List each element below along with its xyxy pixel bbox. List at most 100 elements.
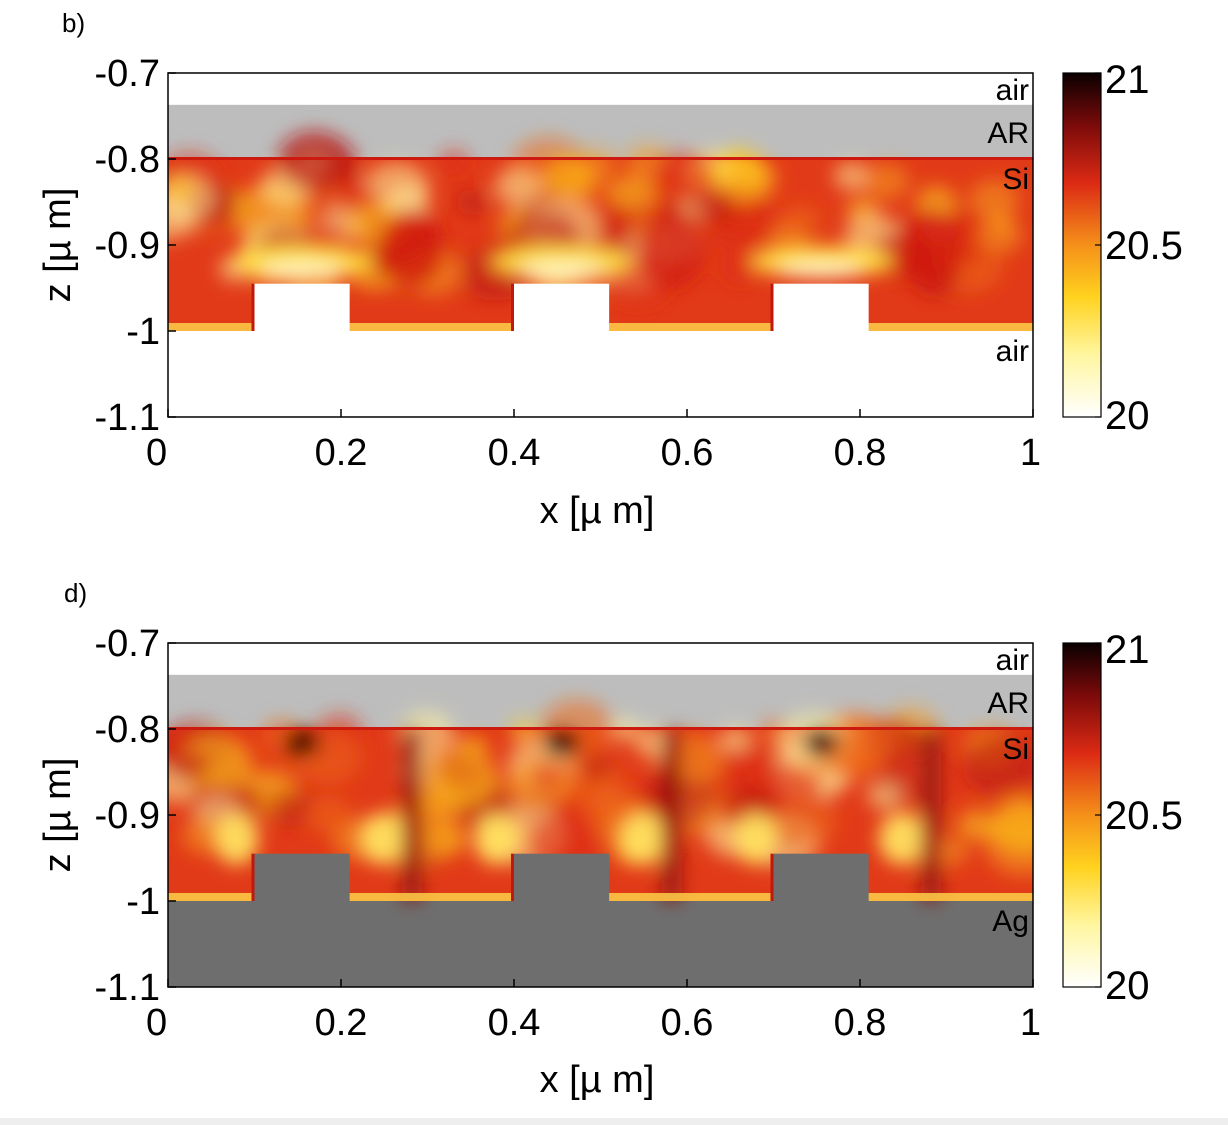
region-air-fill [168, 331, 1033, 417]
field-blob [990, 799, 1033, 854]
field-blob [314, 185, 344, 209]
si-top-edge [168, 157, 1033, 160]
grating-tooth-edge [770, 853, 774, 901]
field-hotspot [518, 261, 605, 278]
colorbar-tick-label: 20.5 [1105, 224, 1183, 268]
si-field [168, 130, 1033, 331]
x-tick-label: 0.8 [834, 432, 887, 474]
x-tick-label: 1 [1020, 432, 1041, 474]
region-label-air: air [996, 335, 1029, 368]
grating-tooth-2 [514, 853, 610, 902]
field-dark [401, 729, 422, 901]
field-hotspot [214, 812, 259, 865]
field-blob [769, 794, 838, 849]
field-blob [168, 175, 197, 204]
field-blob [456, 189, 489, 216]
field-dark [543, 729, 580, 757]
field-blob [719, 251, 760, 284]
regions [168, 73, 1033, 417]
y-tick-label: -0.9 [95, 795, 160, 837]
field-dark [896, 208, 965, 289]
y-tick-label: -1 [126, 311, 160, 353]
field-dark [377, 208, 446, 289]
x-tick-label: 0.4 [488, 1002, 541, 1044]
field-blob [579, 752, 614, 780]
x-tick-label: 0.4 [488, 432, 541, 474]
field-blob [968, 179, 1020, 220]
region-label-Si: Si [1002, 163, 1029, 196]
field-blob [267, 789, 314, 826]
colorbar: 21 20.5 20 [1062, 628, 1183, 1008]
field-blob [304, 795, 353, 834]
field-blob [170, 750, 212, 784]
x-tick-labels: 0 0.2 0.4 0.6 0.8 1 [146, 409, 1041, 474]
plot-area: air AR Si Ag [167, 642, 1034, 988]
si-top-edge [168, 727, 1033, 730]
region-air-fill [168, 73, 1033, 105]
region-air-fill [168, 643, 1033, 675]
colorbar-tick-label: 21 [1105, 628, 1150, 672]
field-dark [920, 729, 941, 901]
colorbar-tick-label: 20 [1105, 394, 1150, 438]
field-hotspot [733, 812, 778, 865]
x-tick-label: 0.6 [661, 1002, 714, 1044]
colorbar-tick-label: 20 [1105, 964, 1150, 1008]
field-blob [424, 745, 495, 801]
x-tick-label: 0.6 [661, 432, 714, 474]
field-blob [529, 762, 565, 791]
grating-tooth-edge [251, 853, 255, 901]
y-tick-label: -0.8 [95, 139, 160, 181]
y-tick-label: -0.8 [95, 709, 160, 751]
region-label-AR: AR [987, 117, 1029, 150]
field-dark [636, 208, 705, 289]
plot-area: air AR Si air [167, 72, 1034, 418]
bottom-divider [0, 1118, 1228, 1125]
field-blob [833, 161, 871, 191]
grating-tooth-edge [511, 283, 514, 331]
colorbar-tick-label: 21 [1105, 58, 1150, 102]
grating-tooth-1 [254, 853, 350, 902]
field-blob [718, 726, 752, 753]
colorbar-tick-label: 20.5 [1105, 794, 1183, 838]
y-axis-label: z [µ m] [37, 758, 79, 873]
field-dark [661, 729, 682, 901]
panel-label: d) [64, 578, 87, 608]
y-tick-label: -1 [126, 881, 160, 923]
field-hotspot [474, 812, 518, 865]
y-tick-label: -1.1 [95, 397, 160, 439]
field-blob [609, 175, 656, 213]
field-blob [651, 151, 715, 203]
grating-tooth-1 [254, 283, 350, 332]
y-tick-label: -1.1 [95, 967, 160, 1009]
grating-tooth-edge [251, 283, 255, 331]
regions [168, 643, 1033, 987]
panel-b: b) air AR Si air -0.7 -0.8 -0.9 -1 -1.1 0 0.2 0.4… [37, 8, 1183, 532]
colorbar: 21 20.5 20 [1062, 58, 1183, 438]
field-blob [863, 162, 910, 200]
panel-label: b) [62, 8, 85, 38]
field-blob [494, 167, 543, 207]
region-label-air: air [996, 644, 1029, 677]
field-blob [933, 837, 969, 866]
field-blob [438, 149, 470, 175]
si-field-texture [168, 699, 1033, 901]
y-tick-labels: -0.7 -0.8 -0.9 -1 -1.1 [95, 623, 176, 1009]
y-tick-label: -0.7 [95, 53, 160, 95]
y-tick-label: -0.9 [95, 225, 160, 267]
y-tick-labels: -0.7 -0.8 -0.9 -1 -1.1 [95, 53, 176, 439]
x-tick-label: 0 [146, 1002, 167, 1044]
grating-tooth-3 [773, 853, 869, 902]
grating-tooth-3 [773, 283, 869, 332]
field-hotspot [778, 261, 864, 278]
grating-tooth-2 [514, 283, 610, 332]
field-blob [781, 204, 822, 237]
colorbar-gradient [1062, 72, 1102, 418]
field-blob [541, 157, 595, 200]
region-label-air: air [996, 74, 1029, 107]
field-hotspot [878, 812, 927, 865]
field-hotspot [259, 261, 345, 278]
x-tick-label: 0.2 [315, 1002, 368, 1044]
region-label-Si: Si [1002, 733, 1029, 766]
